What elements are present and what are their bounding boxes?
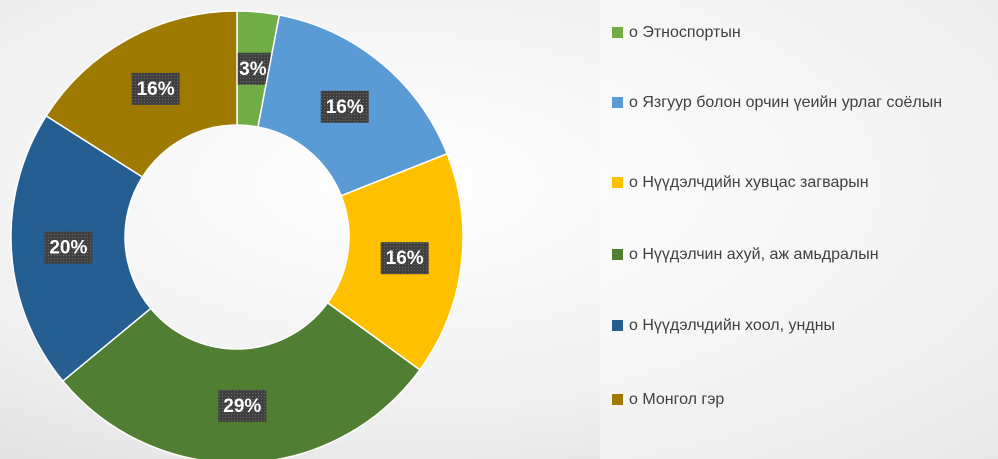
legend-label: о Нүүдэлчдийн хувцас загварын (629, 174, 869, 191)
data-label: 3% (239, 59, 267, 80)
legend-label: о Этноспортын (629, 24, 741, 41)
data-label-box (218, 389, 267, 422)
data-label: 16% (326, 97, 364, 118)
data-label-box (380, 242, 429, 275)
legend-item: о Нүүдэлчдийн хоол, ундны (612, 313, 996, 338)
legend-swatch (612, 249, 623, 260)
data-label: 20% (49, 238, 87, 259)
legend-item: о Нүүдэлчин ахуй, аж амьдралын (612, 242, 996, 267)
legend-label: о Нүүдэлчдийн хоол, ундны (629, 317, 836, 334)
data-label: 16% (386, 248, 424, 269)
legend-swatch (612, 177, 623, 188)
legend-item: о Язгуур болон орчин үеийн урлаг соёлын (612, 90, 996, 115)
legend-swatch (612, 27, 623, 38)
data-label-box (44, 231, 93, 264)
data-label: 16% (137, 79, 175, 100)
legend-label: о Нүүдэлчин ахуй, аж амьдралын (629, 246, 879, 263)
legend-background (600, 0, 998, 459)
legend-label: о Монгол гэр (629, 391, 725, 408)
legend-swatch (612, 97, 623, 108)
data-label-box (131, 72, 180, 105)
legend-swatch (612, 394, 623, 405)
legend-item: о Монгол гэр (612, 387, 996, 412)
chart: 3% 16% 16% 29% 20% 16% (10, 10, 464, 459)
legend-item: о Этноспортын (612, 20, 996, 45)
data-label-box (320, 90, 369, 123)
legend-item: о Нүүдэлчдийн хувцас загварын (612, 170, 996, 195)
data-label-box (234, 52, 271, 85)
legend-swatch (612, 320, 623, 331)
donut-segment (61, 301, 421, 459)
legend-label: о Язгуур болон орчин үеийн урлаг соёлын (629, 94, 943, 111)
data-label: 29% (223, 396, 261, 417)
